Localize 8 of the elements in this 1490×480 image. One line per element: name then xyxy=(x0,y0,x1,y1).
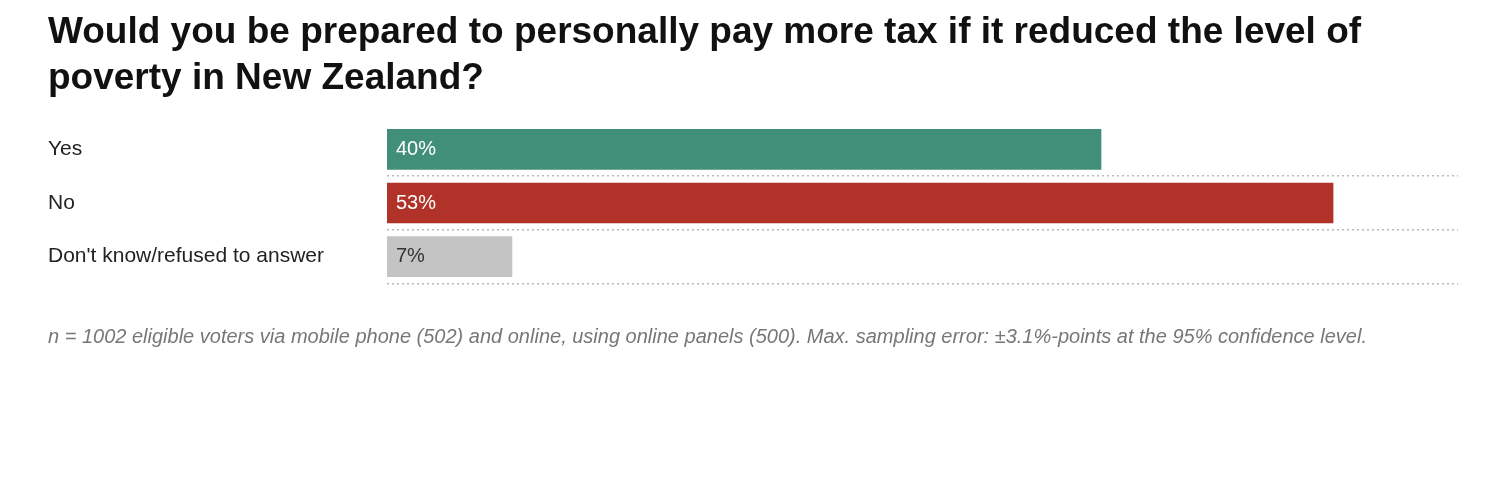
y-tick-label: Don't know/refused to answer xyxy=(48,243,324,267)
data-label: 7% xyxy=(396,244,426,267)
data-label: 53% xyxy=(396,190,437,213)
text: n = 1002 eligible voters via mobile phone (502) and online, using online panels (500). Max. sampling error: ±3.1%-points at the 95% confidence level. xyxy=(48,324,1368,349)
y-tick-label: Yes xyxy=(48,136,83,160)
y-tick-label: No xyxy=(48,189,75,213)
chart-title: Would you be prepared to personally pay more tax if it reduced the level of poverty in New Zealand? xyxy=(48,9,1363,99)
data-label: 40% xyxy=(396,136,437,159)
